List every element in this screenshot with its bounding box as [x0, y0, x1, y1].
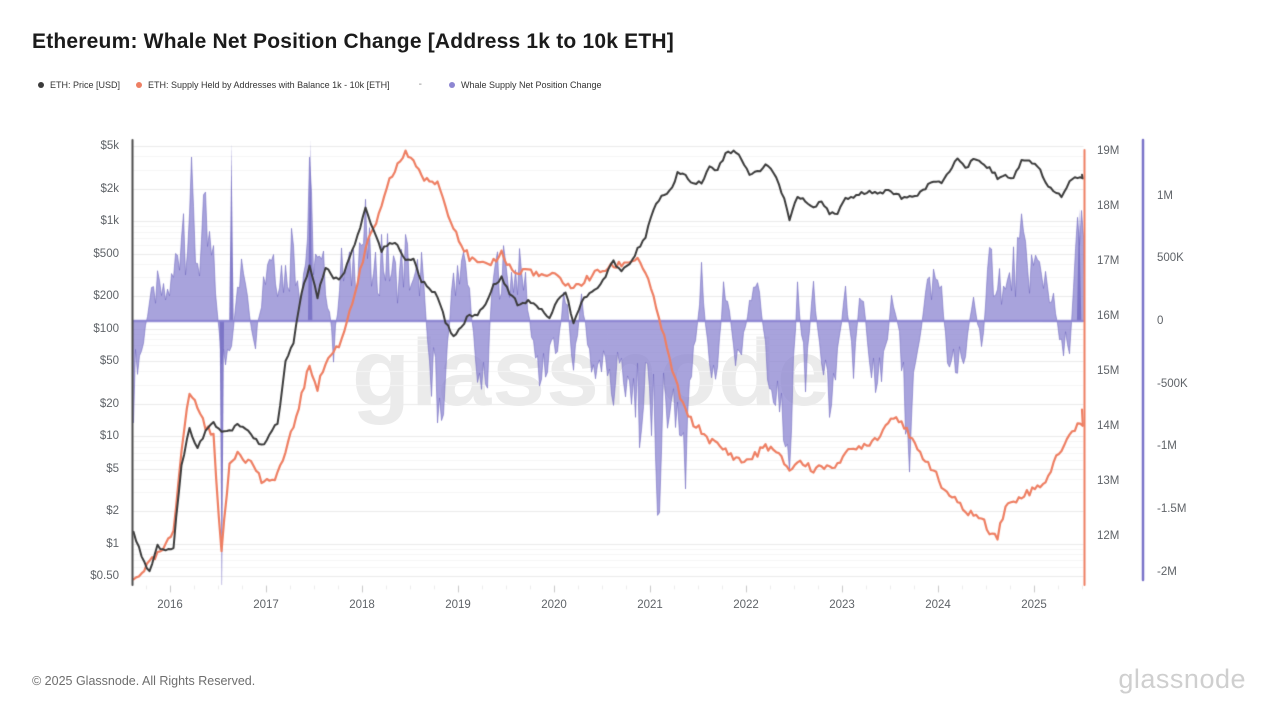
- x-axis-label-year: 2021: [637, 599, 663, 611]
- y-axis-label-supply: 14M: [1097, 420, 1120, 432]
- legend-item-supply[interactable]: ETH: Supply Held by Addresses with Balan…: [136, 80, 390, 90]
- glassnode-logo: glassnode: [1118, 664, 1246, 694]
- y-axis-label-supply: 13M: [1097, 475, 1120, 487]
- footer-copyright: © 2025 Glassnode. All Rights Reserved.: [32, 674, 256, 688]
- y-axis-label-price: $5: [106, 462, 119, 475]
- y-axis-label-price: $2k: [100, 182, 119, 195]
- x-axis-label-year: 2023: [829, 599, 855, 611]
- x-axis-label-year: 2016: [157, 599, 183, 611]
- y-axis-label-price: $0.50: [90, 570, 119, 582]
- y-axis-label-net-change: -1M: [1157, 440, 1177, 453]
- y-axis-label-net-change: -1.5M: [1157, 503, 1187, 516]
- supply-series-dot-icon: [136, 81, 143, 88]
- page-title: Ethereum: Whale Net Position Change [Add…: [32, 30, 674, 53]
- legend-item-net-position[interactable]: Whale Supply Net Position Change: [448, 79, 602, 90]
- legend-item-label: ETH: Price [USD]: [50, 79, 121, 90]
- y-axis-label-price: $50: [99, 355, 119, 367]
- y-axis-label-net-change: 500K: [1157, 252, 1184, 265]
- y-axis-label-price: $10: [99, 430, 119, 443]
- y-axis-label-supply: 19M: [1097, 145, 1120, 157]
- y-axis-label-supply: 18M: [1097, 200, 1120, 212]
- legend-item-label: Whale Supply Net Position Change: [460, 79, 602, 90]
- legend-item-price[interactable]: ETH: Price [USD]: [38, 80, 120, 90]
- legend-separator: -: [418, 79, 422, 90]
- y-axis-label-net-change: 0: [1157, 315, 1164, 327]
- x-axis-label-year: 2020: [541, 599, 567, 611]
- x-axis-label-year: 2025: [1021, 599, 1047, 611]
- price-series-dot-icon: [38, 81, 44, 88]
- y-axis-label-price: $20: [99, 397, 119, 410]
- y-axis-label-price: $200: [93, 290, 119, 303]
- chart-legend: ETH: Price [USD] ETH: Supply Held by Add…: [38, 79, 602, 90]
- y-axis-label-net-change: -500K: [1157, 377, 1188, 390]
- y-axis-label-supply: 17M: [1097, 255, 1120, 267]
- y-axis-label-supply: 12M: [1097, 530, 1120, 542]
- x-axis-label-year: 2017: [253, 599, 279, 611]
- y-axis-label-price: $500: [93, 247, 119, 260]
- y-axis-label-price: $100: [93, 322, 119, 335]
- x-axis-label-year: 2018: [349, 599, 375, 611]
- y-axis-label-supply: 16M: [1097, 310, 1120, 322]
- legend-item-label: ETH: Supply Held by Addresses with Balan…: [148, 79, 390, 90]
- y-axis-label-price: $2: [106, 505, 119, 518]
- x-axis-label-year: 2024: [925, 599, 951, 611]
- y-axis-label-net-change: -2M: [1157, 565, 1177, 578]
- x-axis-label-year: 2022: [733, 599, 759, 611]
- y-axis-label-net-change: 1M: [1157, 189, 1173, 202]
- y-axis-label-supply: 15M: [1097, 365, 1120, 377]
- y-axis-label-price: $1k: [100, 215, 119, 228]
- y-axis-label-price: $1: [106, 537, 119, 550]
- x-axis-label-year: 2019: [445, 599, 471, 611]
- net-position-series-dot-icon: [448, 81, 455, 88]
- y-axis-label-price: $5k: [100, 140, 119, 152]
